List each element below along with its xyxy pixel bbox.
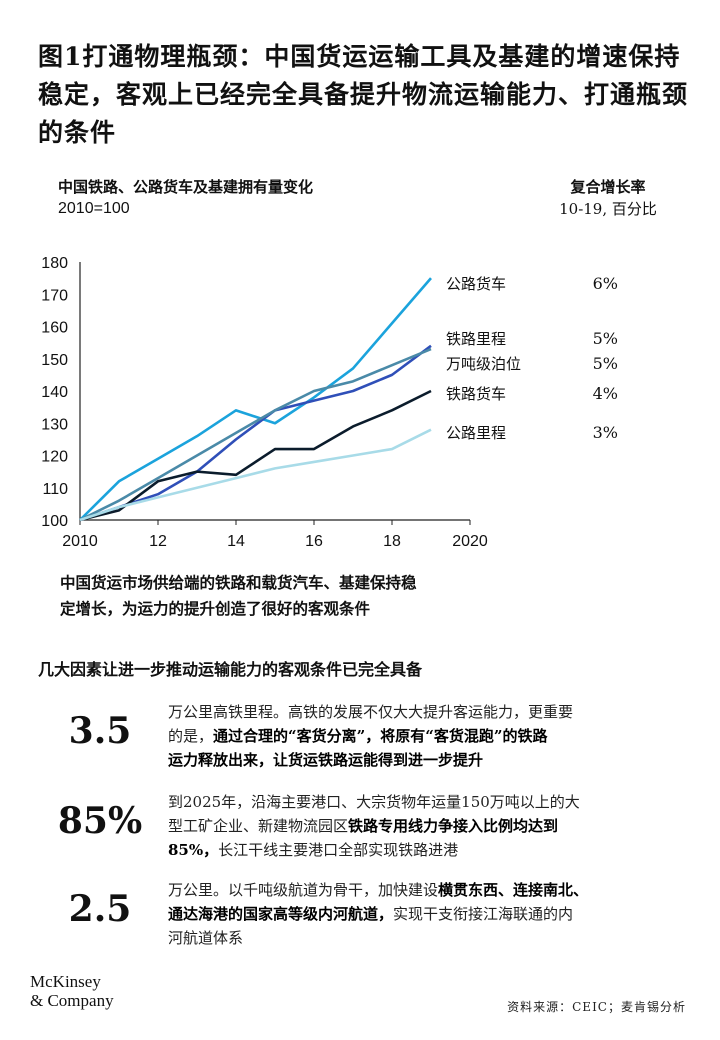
y-tick-label: 110 bbox=[42, 481, 68, 498]
factor-text-part: 型工矿企业、新建物流园区 bbox=[168, 817, 349, 835]
mckinsey-logo: McKinsey & Company bbox=[30, 972, 114, 1010]
series-line-1 bbox=[79, 277, 432, 521]
series-line-5 bbox=[79, 428, 432, 522]
factor-text: 万公里高铁里程。高铁的发展不仅大大提升客运能力，更重要 的是，通过合理的“客货分… bbox=[168, 700, 688, 772]
factor-item: 2.5 万公里。以千吨级航道为骨干，加快建设横贯东西、连接南北、 通达海港的国家… bbox=[0, 874, 720, 954]
y-tick-label: 180 bbox=[41, 255, 68, 272]
factor-value: 2.5 bbox=[68, 888, 132, 930]
logo-line1: McKinsey bbox=[30, 972, 101, 991]
factor-value: 3.5 bbox=[68, 710, 132, 752]
cagr-header-line1: 复合增长率 bbox=[570, 178, 646, 196]
factor-text-bold: 通过合理的“客货分离”，将原有“客货混跑”的铁路 bbox=[213, 727, 548, 745]
cagr-value: 3% bbox=[593, 423, 618, 442]
factor-text-line: 万公里。以千吨级航道为骨干，加快建设横贯东西、连接南北、 bbox=[168, 878, 688, 902]
factor-item: 85% 到2025年，沿海主要港口、大宗货物年运量150万吨以上的大 型工矿企业… bbox=[0, 786, 720, 866]
factor-text-part: 长江干线主要港口全部实现铁路进港 bbox=[218, 841, 459, 859]
y-tick-label: 170 bbox=[41, 287, 68, 304]
legend-label: 铁路里程 bbox=[446, 330, 506, 348]
series-line-2 bbox=[79, 344, 432, 522]
chart-subtitle-line2: 2010=100 bbox=[58, 200, 130, 217]
y-tick-label: 130 bbox=[41, 416, 68, 433]
x-tick-label: 14 bbox=[227, 533, 245, 550]
figure-title: 图1打通物理瓶颈：中国货运运输工具及基建的增速保持稳定，客观上已经完全具备提升物… bbox=[38, 42, 689, 147]
factor-text-line: 型工矿企业、新建物流园区铁路专用线力争接入比例均达到 bbox=[168, 814, 688, 838]
cagr-header: 复合增长率 10-19, 百分比 bbox=[548, 176, 668, 220]
y-tick-label: 150 bbox=[41, 352, 68, 369]
cagr-header-line2: 10-19, 百分比 bbox=[559, 200, 657, 218]
y-tick-label: 160 bbox=[41, 320, 68, 337]
factor-text-bold: 运力释放出来，让货运铁路运能得到进一步提升 bbox=[168, 751, 484, 769]
factor-text-bold: 铁路专用线力争接入比例均达到 bbox=[348, 817, 559, 835]
factor-text-bold: 横贯东西、连接南北、 bbox=[438, 881, 589, 899]
factors-heading: 几大因素让进一步推动运输能力的客观条件已完全具备 bbox=[38, 660, 423, 679]
factor-text-part: 实现干支衔接江海联通的内 bbox=[393, 905, 574, 923]
chart-subtitle: 中国铁路、公路货车及基建拥有量变化 2010=100 bbox=[58, 176, 313, 220]
x-tick-label: 2020 bbox=[452, 533, 488, 550]
factor-text-line: 到2025年，沿海主要港口、大宗货物年运量150万吨以上的大 bbox=[168, 793, 580, 811]
cagr-value: 4% bbox=[593, 384, 618, 403]
y-tick-label: 140 bbox=[41, 384, 68, 401]
y-tick-label: 120 bbox=[41, 449, 68, 466]
factor-value: 85% bbox=[57, 800, 143, 842]
chart-note-line2: 定增长，为运力的提升创造了很好的客观条件 bbox=[60, 599, 371, 618]
y-tick-label: 100 bbox=[41, 513, 68, 530]
cagr-value: 6% bbox=[593, 274, 618, 293]
x-tick-label: 2010 bbox=[62, 533, 98, 550]
x-tick-label: 12 bbox=[149, 533, 167, 550]
factor-text-line: 85%，长江干线主要港口全部实现铁路进港 bbox=[168, 838, 688, 862]
line-chart: 100 110 120 130 140 150 160 170 180 2010 12 14 16 18 2… bbox=[41, 255, 618, 550]
legend-label: 铁路货车 bbox=[446, 385, 506, 403]
factor-text-line: 通达海港的国家高等级内河航道，实现干支衔接江海联通的内 bbox=[168, 902, 688, 926]
cagr-value: 5% bbox=[593, 329, 618, 348]
factor-item: 3.5 万公里高铁里程。高铁的发展不仅大大提升客运能力，更重要 的是，通过合理的… bbox=[0, 696, 720, 776]
logo-line2: & Company bbox=[30, 991, 114, 1010]
x-tick-label: 18 bbox=[383, 533, 401, 550]
chart-note: 中国货运市场供给端的铁路和载货汽车、基建保持稳 定增长，为运力的提升创造了很好的… bbox=[60, 570, 500, 622]
source-note: 资料来源：CEIC；麦肯锡分析 bbox=[507, 1000, 686, 1014]
factor-text-line: 万公里高铁里程。高铁的发展不仅大大提升客运能力，更重要 bbox=[168, 703, 574, 721]
cagr-value: 5% bbox=[593, 354, 618, 373]
factor-text-line: 运力释放出来，让货运铁路运能得到进一步提升 bbox=[168, 748, 688, 772]
legend-label: 公路里程 bbox=[446, 424, 506, 442]
chart-note-line1: 中国货运市场供给端的铁路和载货汽车、基建保持稳 bbox=[60, 573, 417, 592]
chart-subtitle-line1: 中国铁路、公路货车及基建拥有量变化 bbox=[58, 178, 314, 196]
factor-text-line: 河航道体系 bbox=[168, 929, 244, 947]
factor-text: 万公里。以千吨级航道为骨干，加快建设横贯东西、连接南北、 通达海港的国家高等级内… bbox=[168, 878, 688, 950]
factor-text-bold: 85%， bbox=[168, 841, 219, 859]
legend-label: 万吨级泊位 bbox=[446, 355, 521, 373]
factor-text-part: 万公里。以千吨级航道为骨干，加快建设 bbox=[168, 881, 439, 899]
series-line-4 bbox=[79, 389, 432, 522]
factor-text-bold: 通达海港的国家高等级内河航道， bbox=[168, 905, 394, 923]
series-line-3 bbox=[79, 347, 432, 522]
factor-text-part: 的是， bbox=[168, 727, 214, 745]
factor-text: 到2025年，沿海主要港口、大宗货物年运量150万吨以上的大 型工矿企业、新建物… bbox=[168, 790, 688, 862]
legend-label: 公路货车 bbox=[446, 275, 506, 293]
factor-text-line: 的是，通过合理的“客货分离”，将原有“客货混跑”的铁路 bbox=[168, 724, 688, 748]
x-tick-label: 16 bbox=[305, 533, 323, 550]
